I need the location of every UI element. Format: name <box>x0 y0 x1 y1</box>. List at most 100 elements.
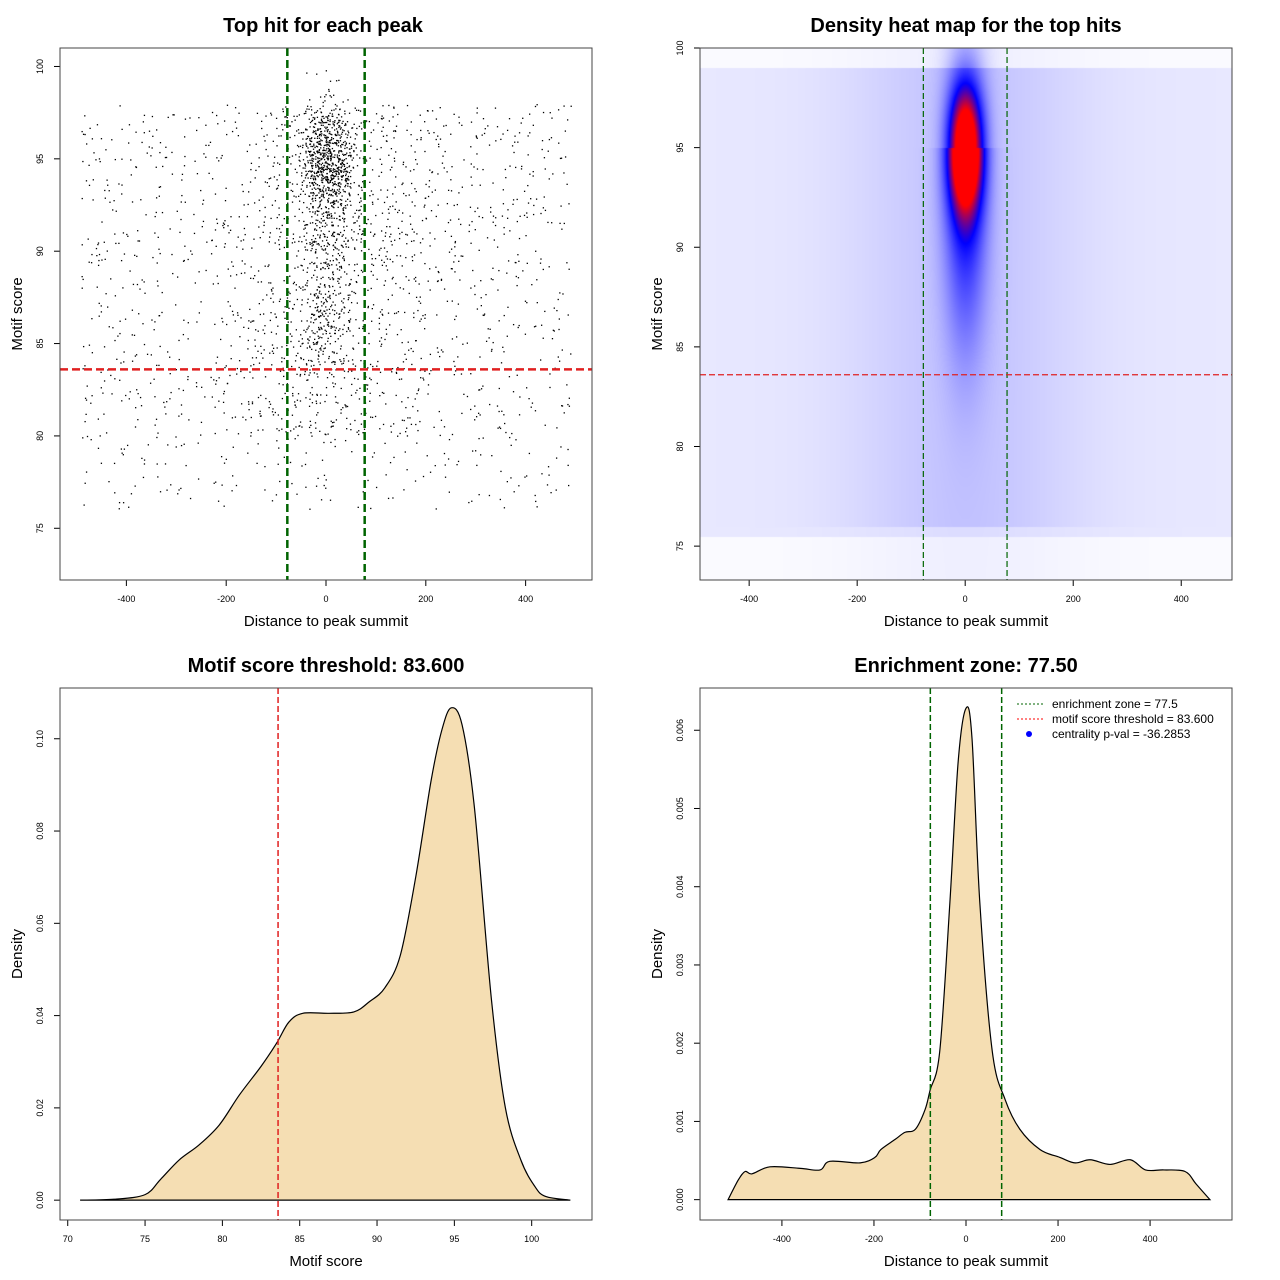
scatter-point <box>326 162 328 164</box>
scatter-point <box>453 113 455 115</box>
scatter-point <box>325 306 327 308</box>
scatter-point <box>474 405 476 407</box>
scatter-point <box>305 152 307 154</box>
y-tick-label: 95 <box>675 143 685 153</box>
scatter-point <box>331 309 334 311</box>
scatter-point <box>301 211 304 214</box>
scatter-point <box>322 190 324 193</box>
scatter-point <box>326 145 328 147</box>
scatter-point <box>393 160 396 162</box>
scatter-point <box>295 329 297 331</box>
scatter-point <box>343 130 345 132</box>
scatter-point <box>338 154 340 157</box>
scatter-point <box>325 261 327 263</box>
scatter-point <box>319 96 322 98</box>
scatter-point <box>196 129 198 132</box>
scatter-point <box>343 298 345 300</box>
scatter-point <box>355 109 358 111</box>
scatter-point <box>269 177 272 179</box>
scatter-point <box>312 191 315 194</box>
scatter-point <box>138 240 141 242</box>
scatter-point <box>334 363 336 365</box>
scatter-point <box>429 232 431 234</box>
scatter-point <box>259 410 261 412</box>
scatter-point <box>343 213 345 215</box>
scatter-point <box>343 212 345 214</box>
scatter-point <box>271 204 274 206</box>
scatter-point <box>335 200 337 202</box>
scatter-point <box>489 403 491 406</box>
scatter-point <box>134 254 136 257</box>
scatter-point <box>329 217 331 219</box>
scatter-point <box>306 285 308 287</box>
scatter-point <box>446 202 449 205</box>
scatter-point <box>383 247 386 249</box>
scatter-point <box>342 171 345 173</box>
scatter-point <box>523 214 526 217</box>
scatter-point <box>91 395 93 397</box>
scatter-point <box>127 235 129 237</box>
scatter-point <box>92 179 94 181</box>
scatter-point <box>270 114 273 116</box>
scatter-point <box>365 120 368 122</box>
scatter-point <box>280 135 282 137</box>
scatter-point <box>280 231 282 234</box>
scatter-point <box>333 386 335 388</box>
scatter-point <box>320 394 322 396</box>
scatter-point <box>535 325 537 327</box>
scatter-point <box>490 278 493 280</box>
scatter-point <box>350 429 352 431</box>
scatter-point <box>306 72 308 74</box>
scatter-point <box>320 167 322 169</box>
scatter-point <box>338 141 340 144</box>
scatter-point <box>356 431 358 433</box>
scatter-point <box>330 213 332 215</box>
scatter-point <box>338 190 340 192</box>
scatter-point <box>563 222 565 225</box>
scatter-point <box>329 119 331 121</box>
scatter-point <box>311 162 313 164</box>
scatter-point <box>310 137 312 140</box>
scatter-point <box>304 373 306 376</box>
scatter-point <box>311 182 313 184</box>
scatter-point <box>185 464 187 467</box>
scatter-point <box>347 360 350 362</box>
scatter-point <box>137 392 139 395</box>
scatter-point <box>311 137 313 139</box>
scatter-point <box>234 287 236 289</box>
scatter-point <box>155 418 158 420</box>
scatter-point <box>328 90 330 92</box>
scatter-point <box>323 147 325 149</box>
scatter-point <box>121 158 123 160</box>
scatter-point <box>240 317 242 319</box>
scatter-point <box>320 195 322 197</box>
scatter-point <box>342 129 344 131</box>
scatter-point <box>353 181 355 184</box>
scatter-point <box>325 154 327 156</box>
density-curve <box>727 706 1212 1201</box>
scatter-point <box>420 318 422 320</box>
scatter-point <box>397 311 400 313</box>
scatter-point <box>411 256 413 258</box>
scatter-point <box>115 242 117 245</box>
scatter-point <box>337 253 339 255</box>
scatter-point <box>100 387 102 389</box>
scatter-point <box>327 141 329 143</box>
scatter-point <box>483 132 486 135</box>
scatter-point <box>327 189 330 191</box>
scatter-point <box>221 484 223 486</box>
scatter-point <box>360 205 362 208</box>
scatter-point <box>542 268 544 271</box>
scatter-point <box>85 399 88 401</box>
scatter-point <box>406 427 408 429</box>
scatter-point <box>337 233 340 235</box>
scatter-point <box>338 150 341 152</box>
scatter-point <box>462 343 464 345</box>
scatter-point <box>327 433 329 435</box>
scatter-point <box>474 210 476 213</box>
scatter-point <box>96 254 98 257</box>
scatter-point <box>211 239 213 241</box>
scatter-point <box>410 347 412 350</box>
scatter-point <box>130 493 133 495</box>
scatter-point <box>327 158 329 160</box>
